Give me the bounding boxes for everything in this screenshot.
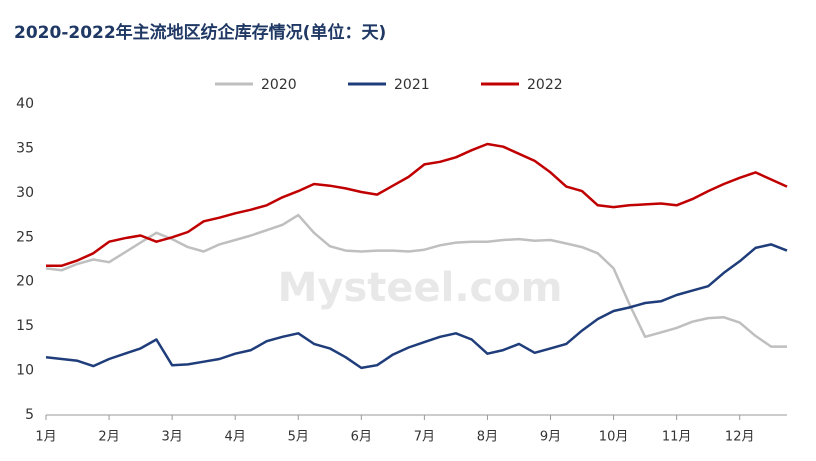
series-line bbox=[45, 243, 788, 370]
y-tick-label: 35 bbox=[16, 140, 34, 156]
y-tick-label: 5 bbox=[25, 407, 34, 423]
y-tick-label: 20 bbox=[16, 274, 34, 290]
y-tick-label: 40 bbox=[16, 96, 34, 112]
chart-title: 2020-2022年主流地区纺企库存情况(单位：天) bbox=[14, 22, 386, 43]
series-line bbox=[46, 142, 788, 267]
legend-label: 2022 bbox=[527, 77, 563, 93]
y-tick-label: 15 bbox=[16, 318, 34, 334]
x-tick-label: 12月 bbox=[725, 430, 755, 445]
legend-label: 2021 bbox=[394, 77, 430, 93]
x-tick-label: 6月 bbox=[351, 430, 372, 445]
x-tick-label: 11月 bbox=[662, 430, 692, 445]
watermark: Mysteel.com bbox=[278, 265, 563, 311]
x-tick-label: 1月 bbox=[35, 430, 56, 445]
x-tick-label: 9月 bbox=[540, 430, 561, 445]
y-tick-label: 25 bbox=[16, 229, 34, 245]
x-tick-label: 4月 bbox=[225, 430, 246, 445]
legend-label: 2020 bbox=[261, 77, 297, 93]
y-tick-label: 30 bbox=[16, 185, 34, 201]
x-tick-label: 2月 bbox=[98, 430, 119, 445]
x-tick-label: 3月 bbox=[161, 430, 182, 445]
x-tick-label: 7月 bbox=[414, 430, 435, 445]
x-tick-label: 8月 bbox=[477, 430, 498, 445]
x-tick-label: 10月 bbox=[599, 430, 629, 445]
x-tick-label: 5月 bbox=[288, 430, 309, 445]
y-tick-label: 10 bbox=[16, 363, 34, 379]
